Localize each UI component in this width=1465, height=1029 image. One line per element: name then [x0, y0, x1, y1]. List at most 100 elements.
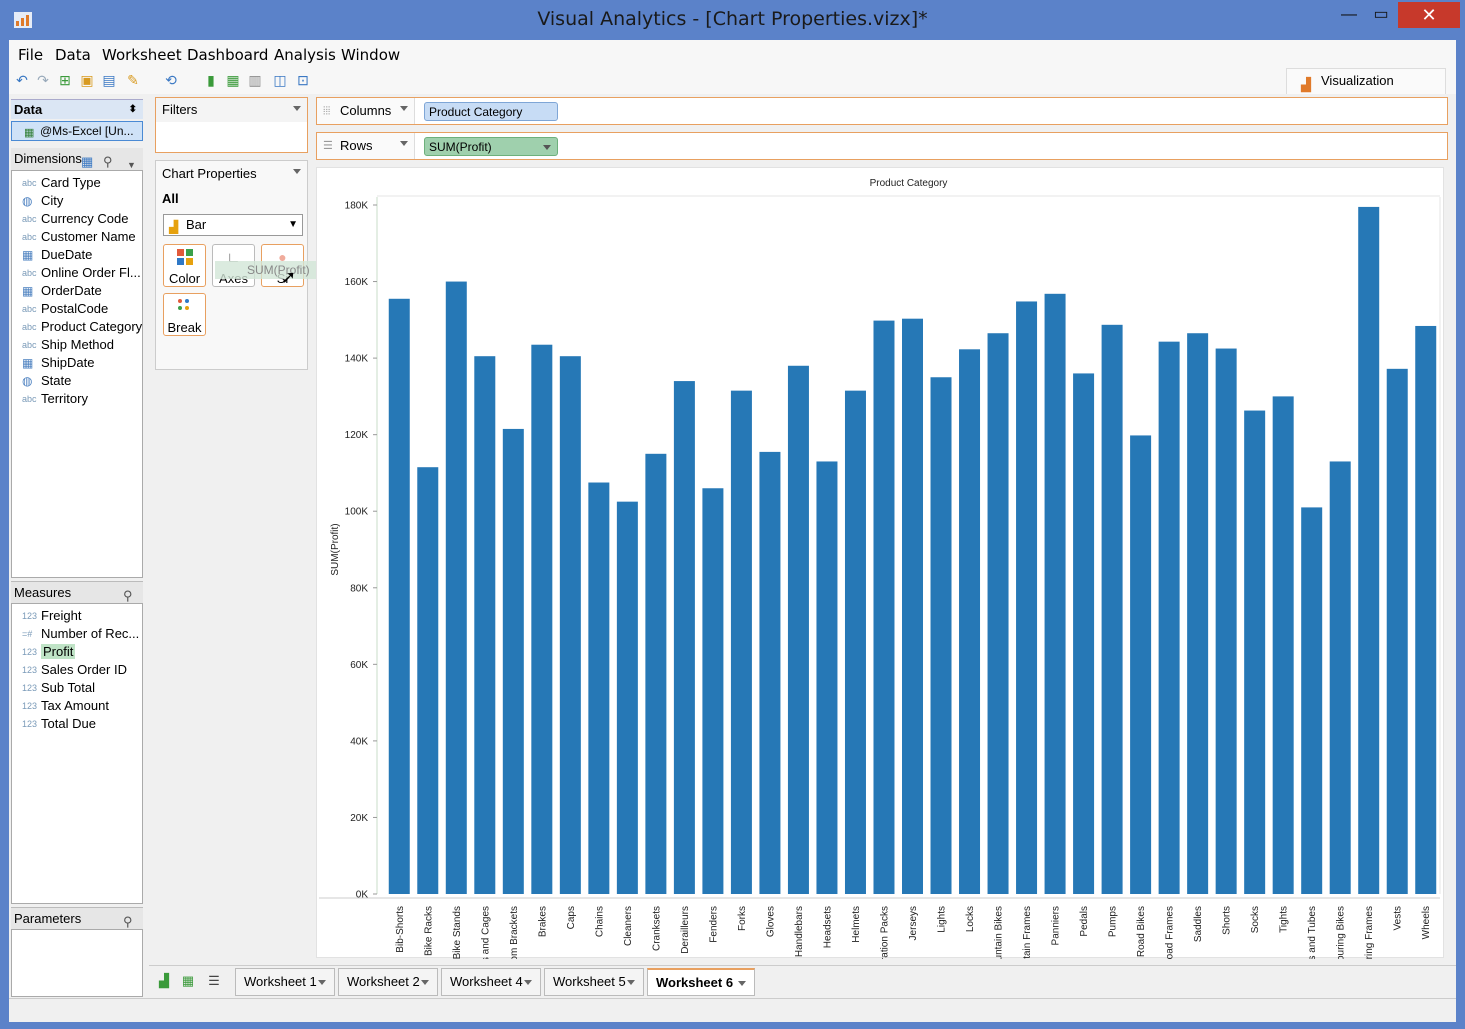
bar: [1101, 324, 1123, 894]
chevron-down-icon[interactable]: [421, 980, 429, 985]
size-icon: ●: [278, 249, 287, 265]
sheet-list-icon[interactable]: ☰: [208, 973, 220, 988]
export-icon[interactable]: ⊡: [297, 72, 309, 88]
rows-pill-label: SUM(Profit): [429, 140, 492, 154]
search-icon[interactable]: ⚲: [103, 154, 113, 169]
dimension-item[interactable]: abc Online Order Fl...: [12, 264, 142, 282]
visualization-tab[interactable]: ▟ Visualization: [1286, 68, 1446, 94]
worksheet-tab[interactable]: Worksheet 4: [441, 968, 541, 996]
dimension-item[interactable]: ▦ OrderDate: [12, 282, 142, 300]
worksheet-tab[interactable]: Worksheet 5: [544, 968, 644, 996]
text-type-icon: abc: [22, 214, 37, 224]
new-icon[interactable]: ⊞: [59, 72, 71, 88]
filters-title: Filters: [162, 102, 198, 117]
chevron-down-icon[interactable]: [524, 980, 532, 985]
search-icon[interactable]: ⚲: [123, 914, 133, 929]
worksheet-tab[interactable]: Worksheet 1: [235, 968, 335, 996]
datasource-item[interactable]: ▦ @Ms-Excel [Un...: [11, 121, 143, 141]
measure-item[interactable]: 123 Sales Order ID: [12, 661, 142, 679]
measure-item[interactable]: 123 Sub Total: [12, 679, 142, 697]
new-dashboard-icon[interactable]: ▦: [181, 973, 195, 988]
rows-shelf[interactable]: ☰ Rows SUM(Profit): [316, 132, 1448, 160]
measures-header: Measures ⚲: [11, 581, 143, 603]
chart-icon[interactable]: ▥: [248, 72, 262, 88]
worksheet-tab[interactable]: Worksheet 2: [338, 968, 438, 996]
bar: [445, 281, 467, 894]
chevron-down-icon[interactable]: [293, 169, 301, 174]
text-type-icon: abc: [22, 268, 37, 278]
worksheet-tab[interactable]: Worksheet 6: [647, 968, 755, 996]
redo-icon[interactable]: ↷: [37, 72, 49, 88]
dimension-item[interactable]: abc Customer Name: [12, 228, 142, 246]
add-chart-icon[interactable]: ▮: [207, 72, 215, 88]
rows-pill[interactable]: SUM(Profit): [424, 137, 558, 156]
add-series-icon[interactable]: ▦: [226, 72, 240, 88]
new-worksheet-icon[interactable]: ▟: [159, 973, 169, 988]
dimension-item[interactable]: ▦ DueDate: [12, 246, 142, 264]
chart-type-select[interactable]: ▟ Bar ▼: [163, 214, 303, 236]
y-tick-label: 160K: [345, 277, 369, 288]
calendar-icon: ▦: [22, 356, 34, 370]
measure-item[interactable]: 123 Tax Amount: [12, 697, 142, 715]
chevron-down-icon[interactable]: [543, 145, 551, 150]
menu-window[interactable]: Window: [341, 46, 401, 64]
search-icon[interactable]: ⚲: [123, 588, 133, 603]
rows-label-text: Rows: [340, 138, 373, 153]
pin-icon[interactable]: ◫: [273, 72, 287, 88]
color-card[interactable]: Color: [163, 244, 206, 287]
dimension-item[interactable]: abc Currency Code: [12, 210, 142, 228]
undo-icon[interactable]: ↶: [16, 72, 28, 88]
dimension-item[interactable]: abc Ship Method: [12, 336, 142, 354]
chevron-down-icon[interactable]: [627, 980, 635, 985]
sort-icon[interactable]: ⬍: [128, 104, 137, 115]
dimension-item[interactable]: ◍ City: [12, 192, 142, 210]
bar: [959, 349, 981, 894]
measure-item[interactable]: =# Number of Rec...: [12, 625, 142, 643]
measure-item[interactable]: 123 Freight: [12, 607, 142, 625]
table-view-icon[interactable]: ▦: [81, 154, 94, 169]
format-icon[interactable]: ✎: [127, 72, 139, 88]
menu-dashboard[interactable]: Dashboard: [187, 46, 269, 64]
x-tick-label: Pedals: [1079, 906, 1090, 937]
save-icon[interactable]: ▤: [102, 72, 116, 88]
dimension-item[interactable]: abc Territory: [12, 390, 142, 408]
columns-pill[interactable]: Product Category: [424, 102, 558, 121]
menu-data[interactable]: Data: [55, 46, 91, 64]
open-icon[interactable]: ▣: [80, 72, 94, 88]
x-tick-label: Wheels: [1421, 906, 1432, 939]
x-tick-label: Touring Frames: [1364, 906, 1375, 959]
dimension-item[interactable]: ▦ ShipDate: [12, 354, 142, 372]
measure-item[interactable]: 123 Profit: [12, 643, 142, 661]
filters-panel[interactable]: Filters: [155, 97, 308, 153]
dimension-label: Product Category: [41, 319, 142, 334]
close-button[interactable]: ✕: [1398, 2, 1460, 28]
scope-label: All: [162, 191, 179, 206]
chevron-down-icon[interactable]: [293, 106, 301, 111]
worksheet-tab-label: Worksheet 1: [244, 974, 317, 989]
dimension-item[interactable]: ◍ State: [12, 372, 142, 390]
dimension-item[interactable]: abc Product Category: [12, 318, 142, 336]
dimension-item[interactable]: abc PostalCode: [12, 300, 142, 318]
columns-shelf[interactable]: ⦙⦙⦙ Columns Product Category: [316, 97, 1448, 125]
color-card-label: Color: [168, 271, 201, 286]
maximize-button[interactable]: ▭: [1373, 6, 1389, 23]
menu-analysis[interactable]: Analysis: [274, 46, 336, 64]
menu-file[interactable]: File: [18, 46, 44, 64]
x-tick-label: Jerseys: [908, 906, 919, 940]
break-card[interactable]: Break: [163, 293, 206, 336]
text-type-icon: abc: [22, 232, 37, 242]
chart-type-value: Bar: [186, 217, 207, 232]
chevron-down-icon[interactable]: ▼: [127, 160, 136, 170]
chart-properties-title: Chart Properties: [162, 166, 257, 181]
refresh-icon[interactable]: ⟲: [165, 72, 177, 88]
chevron-down-icon[interactable]: [400, 141, 408, 146]
measure-item[interactable]: 123 Total Due: [12, 715, 142, 733]
minimize-button[interactable]: —: [1341, 6, 1357, 23]
chevron-down-icon[interactable]: [318, 980, 326, 985]
dimension-item[interactable]: abc Card Type: [12, 174, 142, 192]
dimension-label: Online Order Fl...: [41, 265, 141, 280]
menu-worksheet[interactable]: Worksheet: [102, 46, 182, 64]
chevron-down-icon[interactable]: [400, 106, 408, 111]
chevron-down-icon[interactable]: [738, 981, 746, 986]
dimension-label: City: [41, 193, 64, 208]
